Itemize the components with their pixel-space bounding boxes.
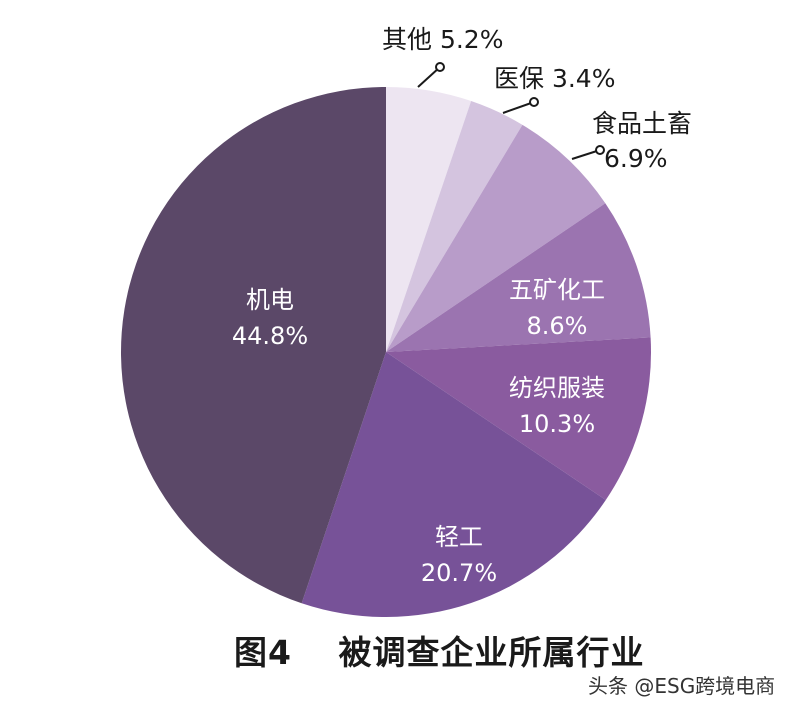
figure-caption: 图4 被调查企业所属行业: [234, 626, 644, 674]
pie-slice-1: [386, 101, 523, 352]
slice-label-value: 10.3%: [519, 410, 595, 438]
slice-label-name: 机电: [246, 286, 294, 314]
leader-line: [502, 101, 535, 114]
pie-chart: 五矿化工 8.6% 纺织服装 10.3% 轻工 20.7% 机电 44.8% 其他 5.2% 医保…: [120, 25, 692, 618]
leader-dot: [435, 62, 445, 72]
pie-slice-0: [386, 87, 472, 352]
leader-dot: [595, 145, 605, 155]
figure-number: 图4: [234, 633, 292, 672]
slice-label-name: 五矿化工: [509, 276, 605, 304]
slice-label: 其他 5.2%: [382, 25, 503, 54]
pie-slice-5: [301, 352, 606, 618]
slice-label-value: 20.7%: [421, 559, 497, 587]
figure-title: 被调查企业所属行业: [338, 633, 645, 672]
slice-label-name: 轻工: [435, 523, 483, 551]
slice-label-name: 纺织服装: [509, 374, 605, 402]
pie-slice-2: [386, 124, 606, 352]
pie-slice-3: [386, 203, 651, 352]
pie-slice-4: [386, 337, 651, 501]
pie-slice-6: [120, 87, 386, 604]
leader-dot: [529, 97, 539, 107]
slice-label-name: 食品土畜: [592, 109, 692, 138]
slice-label: 医保 3.4%: [494, 64, 615, 93]
slice-label-value: 44.8%: [232, 322, 308, 350]
slice-label-value: 6.9%: [604, 144, 668, 173]
watermark: 头条 @ESG跨境电商: [588, 674, 776, 698]
slice-label-value: 8.6%: [527, 312, 588, 340]
